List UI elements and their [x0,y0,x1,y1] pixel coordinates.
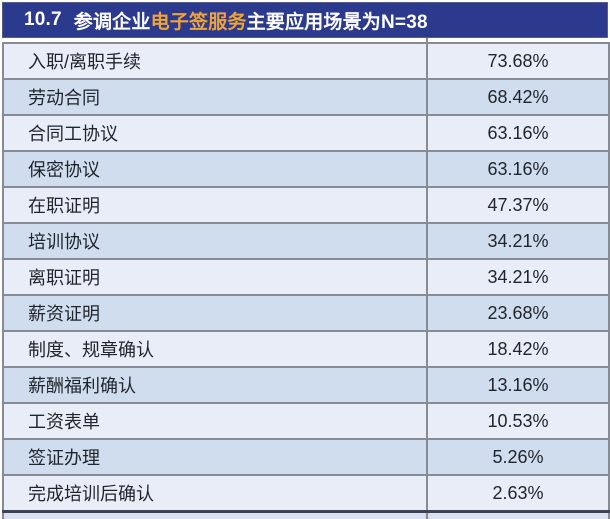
scenario-cell: 薪资证明 [2,294,428,332]
table-row: 离职证明 34.21% [2,258,610,296]
title-highlight: 电子签服务 [150,11,247,33]
percent-cell: 10.53% [426,510,610,519]
table-row: 合同工协议 63.16% [2,114,610,152]
scenario-cell: 完成培训后确认 [2,474,428,513]
table-row: 工资表单 10.53% [2,402,610,440]
scenario-cell: 离职证明 [2,258,428,296]
scenario-cell: 培训协议 [2,222,428,260]
scenario-cell: 劳动合同 [2,78,428,116]
title-post-highlight: 主要应用场景为N=38 [246,11,428,33]
percent-cell: 47.37% [426,186,610,224]
table-row: 签证办理 5.26% [2,438,610,476]
percent-cell: 68.42% [426,78,610,116]
table-row: 劳动合同 68.42% [2,78,610,116]
scenario-cell: 所有需员工签字确认的环节均有应用 [2,510,428,519]
table-row: 保密协议 63.16% [2,150,610,188]
percent-cell: 34.21% [426,222,610,260]
scenario-cell: 制度、规章确认 [2,330,428,368]
table-row: 入职/离职手续 73.68% [2,42,610,80]
percent-cell: 18.42% [426,330,610,368]
scenario-cell: 入职/离职手续 [2,42,428,80]
scenario-cell: 保密协议 [2,150,428,188]
table-row: 在职证明 47.37% [2,186,610,224]
percent-cell: 13.16% [426,366,610,404]
scenario-cell: 在职证明 [2,186,428,224]
table-row: 薪资证明 23.68% [2,294,610,332]
percent-cell: 23.68% [426,294,610,332]
scenario-cell: 签证办理 [2,438,428,476]
table-footer-row: 所有需员工签字确认的环节均有应用10.53% [2,510,610,519]
scenario-cell: 薪酬福利确认 [2,366,428,404]
table-title-bar: 10.7 参调企业电子签服务主要应用场景为N=38 [2,2,608,38]
table-row: 完成培训后确认 2.63% [2,474,610,513]
percent-cell: 2.63% [426,474,610,513]
title-pre-highlight: 参调企业 [73,11,151,33]
table-title: 参调企业电子签服务主要应用场景为N=38 [74,7,428,34]
percent-cell: 34.21% [426,258,610,296]
table-row: 制度、规章确认 18.42% [2,330,610,368]
header-table-gap [2,38,608,42]
percent-cell: 73.68% [426,42,610,80]
percent-cell: 63.16% [426,150,610,188]
table-row: 培训协议 34.21% [2,222,610,260]
scenario-percentage-table: 入职/离职手续 73.68% 劳动合同 68.42% 合同工协议 63.16% 保密协议 63… [2,42,610,519]
percent-cell: 5.26% [426,438,610,476]
table-row: 薪酬福利确认 13.16% [2,366,610,404]
percent-cell: 63.16% [426,114,610,152]
percent-cell: 10.53% [426,402,610,440]
scenario-cell: 合同工协议 [2,114,428,152]
section-number: 10.7 [24,9,62,30]
scenario-cell: 工资表单 [2,402,428,440]
